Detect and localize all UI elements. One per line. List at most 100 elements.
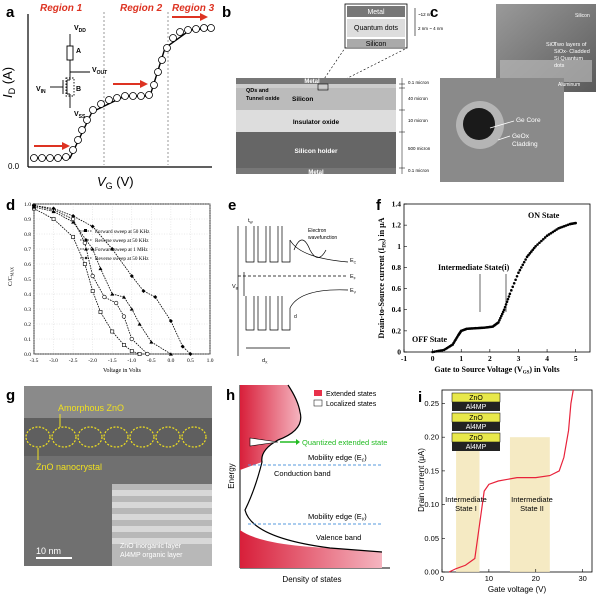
panel-f-point [517,271,520,275]
panel-d-y-tick: 0.8 [24,232,31,238]
panel-f-y-label: Drain-to-Source current (IDS) in μA [377,217,388,338]
panel-f-point [511,285,515,289]
panel-i-ticks: 0 10 20 30 0.00 0.05 0.10 0.15 0.20 0.25 [424,399,586,583]
state-1-label-a: Intermediate [445,495,487,504]
state-band-2 [509,437,550,572]
panel-f-point [514,278,517,282]
panel-f-point [531,248,535,252]
panel-f-frame [403,203,591,353]
panel-d-point-1 [110,329,115,334]
legend-localized-swatch [313,399,323,407]
region-dividers [103,12,169,165]
inset-qd-label: Quantum dots [354,25,398,32]
panel-d-point-4 [51,206,56,211]
panel-d-point-3 [137,322,142,326]
stack-zno-3: ZnO [469,435,483,442]
resistor-a-label: A [76,48,81,55]
panel-a-origin-tick: 0.0 [8,162,20,171]
panel-d-point-1 [98,310,103,314]
panel-f-point [534,244,537,248]
inset-metal-label: Metal [367,9,385,16]
legend-d-1: Forward sweep at 50 KHz [95,229,150,235]
stack-metal-top [236,78,396,84]
amorphous-zno-label: Amorphous ZnO [58,403,124,413]
panel-f-point [541,237,545,241]
panel-a-markers [30,24,215,162]
panel-f-point [525,255,529,259]
panel-f-point [498,318,501,322]
legend-d-4: Reverse sweep at 50 KHz [95,256,149,262]
panel-d: d -3.5 -3.0 -2.5 -2.0 -1.5 -1.0 -0.5 0.0 0.5 1.0 0… [6,197,214,374]
inset-quantum-dots [347,19,405,37]
panel-f-point [497,321,500,324]
panel-i-x-label: Gate voltage (V) [488,585,547,594]
on-state-label: ON State [528,211,560,220]
vin-label: VIN [36,86,46,95]
stack-insulator [236,110,396,132]
inset-dim-2: 2 nm ~ 4 nm [418,26,443,31]
panel-f-point [520,266,523,269]
panel-f-point [540,239,543,243]
panel-f-x-tick: -1 [401,354,407,363]
band-tw-label: tW [248,218,253,225]
panel-i-y-tick: 0.05 [424,534,439,543]
panel-d-point-2 [145,351,150,357]
panel-d-x-tick: -2.0 [88,358,97,364]
band-ec-label: EC [350,258,357,265]
region-2-label: Region 2 [120,3,163,14]
quantized-state-label: Quantized extended state [302,438,387,447]
band-xd-label: dX [262,358,268,365]
panel-d-ticks: -3.5 -3.0 -2.5 -2.0 -1.5 -1.0 -0.5 0.0 0.5 1.0 0.0… [24,202,214,364]
dim-holder: 500 micron [408,146,431,151]
panel-f-series [431,221,577,354]
panel-f-point [530,250,533,253]
state-band-1 [456,437,480,572]
panel-f-point [524,258,527,261]
panel-f-point [543,236,547,239]
panel-f-point [528,252,532,255]
panel-d-series-line-3 [33,206,172,355]
stack-qd-layer [236,84,396,88]
wavefunction-label-2: wavefunction [308,235,337,241]
panel-f-point [574,221,577,225]
stack-metal-top-label: Metal [304,79,320,85]
panel-d-y-tick: 0.6 [24,262,31,268]
panel-d-x-tick: -3.0 [49,358,58,364]
mobility-edge-c-label: Mobility edge (Ec) [308,453,367,464]
panel-d-x-tick: -2.5 [69,358,78,364]
panel-i-y-label: Drain current (μA) [417,448,426,512]
panel-f-x-tick: 1 [459,354,463,363]
tem-inset [112,484,212,566]
panel-h-letter: h [226,387,235,404]
legend-extended-swatch [314,390,322,396]
panel-d-x-tick: 0.5 [187,358,194,364]
band-ev-label: EV [350,288,357,295]
legend-d-2: Reverse sweep at 50 KHz [95,238,149,244]
panel-d-y-tick: 1.0 [24,202,31,208]
legend-d-3: Forward sweep at 1 MHz [95,247,148,253]
state-2-label-b: State II [520,504,544,513]
panel-d-point-3 [71,220,76,224]
panel-i-state-bands [456,437,550,572]
inset-metal [347,6,405,17]
stack-metal-bottom [236,168,396,174]
conduction-band-fill [240,385,301,470]
intermediate-state-label: Intermediate State(i) [438,263,510,272]
panel-d-point-4 [90,224,95,229]
band-d-label: d [294,314,297,320]
panel-d-point-1 [51,217,56,221]
panel-f-point [499,314,503,318]
band-ef-label: EF [350,274,356,281]
region-3-label: Region 3 [172,3,215,14]
panel-d-point-3 [98,266,103,271]
panel-d-x-tick: -3.5 [30,358,39,364]
panel-d-point-4 [110,247,115,251]
panel-b: b Metal Quantum dots Silicon ~12 nm 2 nm… [222,3,443,176]
panel-d-point-2 [121,314,127,319]
panel-f-x-tick: 5 [574,354,578,363]
panel-d-series-line-1 [33,208,140,355]
transistor-b-label: B [76,86,81,93]
zno-nanocrystal-label: ZnO nanocrystal [36,462,102,472]
panel-d-y-tick: 0.4 [24,292,31,298]
panel-d-point-1 [137,352,142,356]
